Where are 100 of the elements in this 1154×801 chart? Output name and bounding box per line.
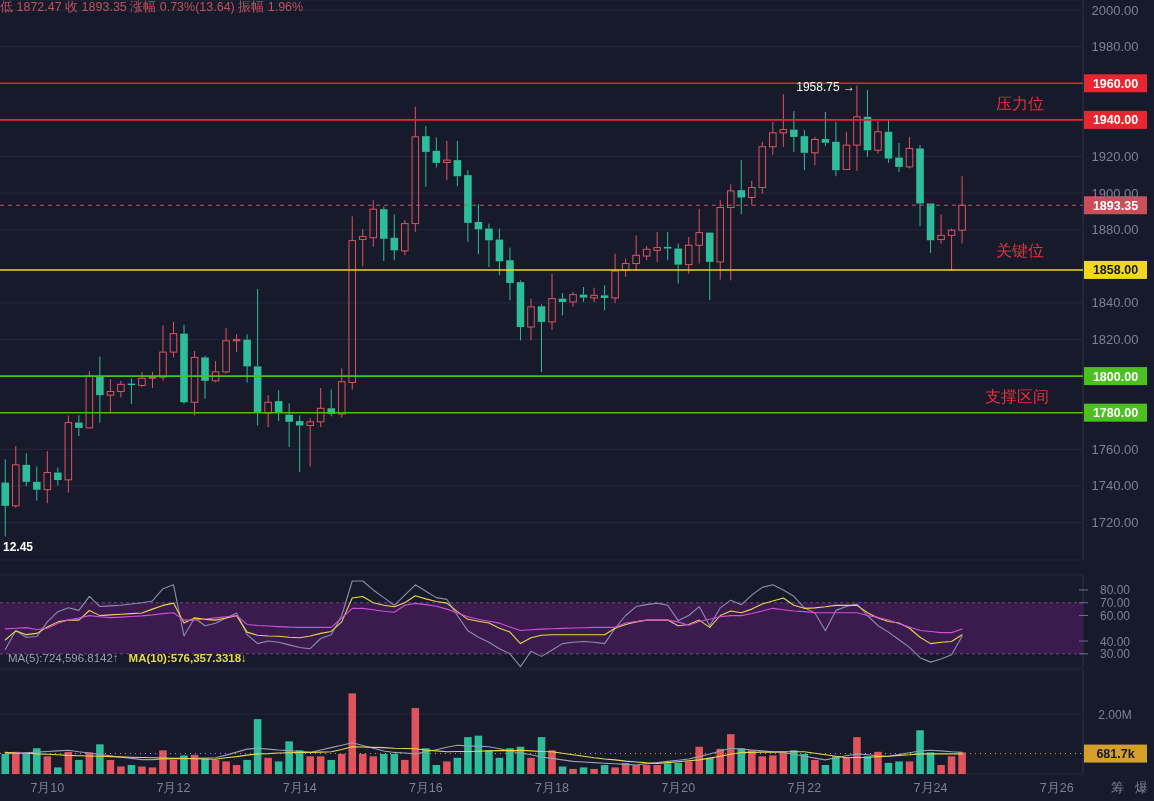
bar bbox=[495, 757, 504, 774]
bar bbox=[180, 755, 188, 774]
bar bbox=[590, 768, 598, 774]
x-tick-label: 7月20 bbox=[661, 781, 696, 795]
bar bbox=[106, 759, 115, 774]
candlestick bbox=[958, 175, 966, 244]
bar bbox=[653, 765, 661, 774]
bar bbox=[506, 748, 514, 774]
candlestick bbox=[285, 402, 293, 448]
bar bbox=[169, 759, 178, 774]
candlestick bbox=[232, 333, 241, 353]
bar bbox=[769, 755, 777, 774]
y-tick-label: 1820.00 bbox=[1091, 331, 1139, 347]
candlestick bbox=[201, 355, 209, 400]
candlestick bbox=[11, 445, 20, 509]
y-tick-label: 80.00 bbox=[1099, 583, 1131, 598]
chart-title: 低 1872.47 收 1893.35 涨幅 0.73%(13.64) 振幅 1.96% bbox=[0, 0, 304, 14]
bar bbox=[600, 765, 609, 774]
candlestick bbox=[138, 371, 146, 388]
ref-line-label: 1800.00 bbox=[1092, 369, 1139, 384]
bar bbox=[443, 761, 451, 774]
candlestick bbox=[422, 125, 430, 188]
candlestick bbox=[117, 380, 125, 398]
bar bbox=[390, 753, 399, 774]
bar bbox=[811, 759, 819, 774]
candlestick bbox=[369, 199, 378, 248]
bar bbox=[348, 693, 357, 774]
bar bbox=[148, 767, 157, 774]
candlestick bbox=[674, 243, 682, 285]
ref-line-label: 1960.00 bbox=[1092, 76, 1139, 91]
candlestick bbox=[159, 324, 167, 382]
x-tick-label: 7月10 bbox=[30, 781, 65, 795]
annotation: 关键位 bbox=[996, 242, 1044, 259]
ref-line-label: 1780.00 bbox=[1092, 406, 1139, 421]
bar bbox=[22, 753, 31, 774]
candlestick bbox=[54, 467, 62, 487]
y-tick-label: 1740.00 bbox=[1091, 478, 1139, 494]
bar bbox=[232, 765, 241, 774]
candlestick bbox=[653, 231, 661, 263]
bar bbox=[274, 761, 283, 774]
bar bbox=[127, 765, 136, 774]
candlestick bbox=[96, 356, 104, 424]
x-tick-label: 7月26 bbox=[1039, 781, 1074, 795]
bar bbox=[842, 757, 851, 774]
y-tick-label: 1980.00 bbox=[1091, 39, 1139, 55]
x-tick-label: 7月18 bbox=[535, 781, 569, 795]
candlestick bbox=[485, 223, 493, 268]
bar bbox=[705, 757, 714, 774]
candlestick bbox=[884, 119, 893, 164]
line-series bbox=[4, 580, 963, 668]
candlestick bbox=[895, 142, 903, 173]
candlestick bbox=[811, 136, 819, 166]
annotation: 支撑区间 bbox=[985, 388, 1049, 405]
candlestick bbox=[464, 169, 472, 243]
candlestick bbox=[663, 231, 672, 261]
candlestick bbox=[632, 234, 640, 271]
bar bbox=[579, 767, 588, 774]
bar bbox=[117, 766, 125, 774]
bar bbox=[632, 765, 640, 774]
bar bbox=[358, 753, 367, 774]
candlestick bbox=[222, 327, 230, 375]
bar bbox=[316, 756, 325, 774]
bar bbox=[853, 737, 861, 774]
bar bbox=[211, 759, 220, 774]
bar bbox=[11, 751, 20, 774]
candlestick bbox=[695, 208, 703, 265]
bar bbox=[758, 756, 767, 774]
candlestick bbox=[569, 291, 577, 308]
candlestick bbox=[43, 450, 52, 504]
x-tick-label: 7月22 bbox=[787, 781, 822, 795]
candlestick bbox=[737, 159, 746, 215]
candlestick bbox=[600, 284, 609, 311]
candlestick bbox=[590, 287, 598, 303]
bar bbox=[75, 759, 83, 774]
bar bbox=[937, 765, 945, 774]
candlestick bbox=[33, 465, 41, 502]
x-tick-label: 7月24 bbox=[913, 781, 948, 795]
candlestick bbox=[548, 273, 556, 331]
candlestick bbox=[22, 452, 31, 487]
x-tick-label: 7月12 bbox=[156, 781, 191, 795]
bar bbox=[527, 757, 535, 774]
bar bbox=[54, 767, 62, 774]
candlestick bbox=[537, 303, 546, 373]
candlestick bbox=[348, 215, 357, 391]
bar bbox=[1, 753, 10, 774]
candlestick bbox=[527, 298, 535, 341]
bar bbox=[432, 765, 441, 774]
bar bbox=[337, 753, 346, 774]
candlestick bbox=[243, 333, 251, 383]
candlestick bbox=[821, 111, 830, 147]
bar bbox=[222, 761, 230, 774]
bar bbox=[916, 730, 924, 774]
candlestick bbox=[874, 120, 882, 155]
bar bbox=[958, 752, 966, 774]
y-tick-label: 1920.00 bbox=[1091, 148, 1139, 164]
bar bbox=[369, 756, 378, 774]
candlestick bbox=[937, 213, 945, 245]
candlestick bbox=[790, 110, 798, 153]
bar bbox=[380, 753, 388, 774]
x-tick-label: 7月16 bbox=[408, 781, 443, 795]
